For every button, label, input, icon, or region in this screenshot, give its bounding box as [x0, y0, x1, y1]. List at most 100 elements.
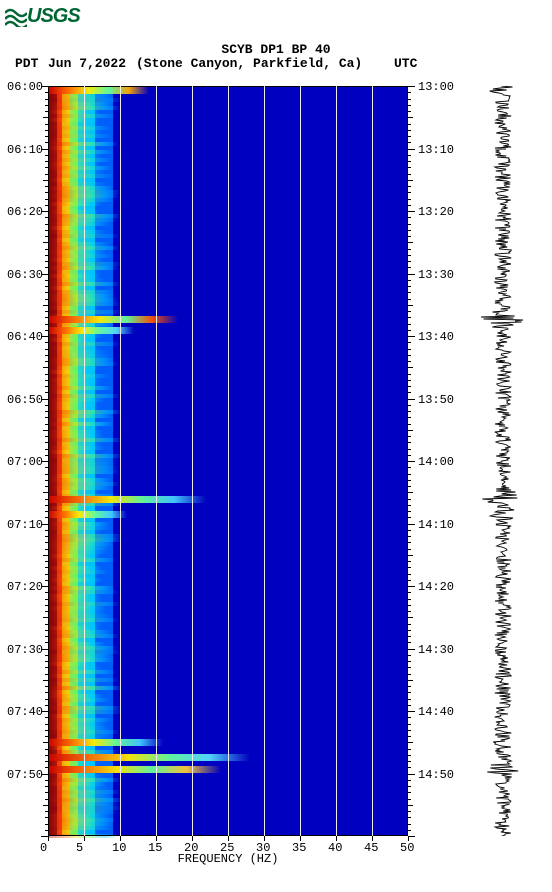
- y-tick-right: [408, 405, 411, 406]
- y-tick-right: [408, 336, 415, 337]
- spectro-event: [48, 327, 134, 334]
- y-tick-right: [408, 380, 411, 381]
- y-tick-left: [45, 361, 48, 362]
- y-tick-left: [45, 342, 48, 343]
- y-tick-right: [408, 442, 411, 443]
- y-tick-left: [45, 736, 48, 737]
- y-tick-left: [45, 217, 48, 218]
- seismogram-trace: [475, 86, 531, 836]
- y-tick-right: [408, 399, 415, 400]
- y-tick-left: [45, 705, 48, 706]
- y-left-tick-label: 06:00: [7, 80, 43, 94]
- y-tick-left: [45, 161, 48, 162]
- y-tick-right: [408, 224, 411, 225]
- y-tick-right: [408, 142, 411, 143]
- y-tick-right: [408, 430, 413, 431]
- x-tick-label: 35: [292, 841, 306, 855]
- y-tick-right: [408, 236, 411, 237]
- y-tick-left: [45, 280, 48, 281]
- y-tick-right: [408, 386, 411, 387]
- y-tick-left: [45, 780, 48, 781]
- y-tick-left: [45, 674, 48, 675]
- y-tick-left: [45, 799, 48, 800]
- x-tick-label: 20: [184, 841, 198, 855]
- y-tick-left: [45, 324, 48, 325]
- y-tick-right: [408, 149, 415, 150]
- y-tick-left: [45, 755, 48, 756]
- seismogram-strip: [475, 86, 531, 836]
- x-tick-label: 50: [400, 841, 414, 855]
- x-tick-mark: [84, 836, 85, 841]
- y-tick-right: [408, 267, 411, 268]
- y-tick-right: [408, 749, 411, 750]
- y-tick-left: [45, 561, 48, 562]
- y-tick-left: [45, 530, 48, 531]
- y-tick-left: [45, 105, 48, 106]
- y-tick-right: [408, 817, 411, 818]
- y-tick-right: [408, 567, 411, 568]
- y-tick-right: [408, 155, 411, 156]
- y-tick-right: [408, 99, 411, 100]
- y-tick-right: [408, 649, 415, 650]
- y-tick-right: [408, 605, 411, 606]
- y-tick-left: [45, 636, 48, 637]
- y-left-tick-label: 06:10: [7, 143, 43, 157]
- y-tick-left: [45, 142, 48, 143]
- y-tick-left: [45, 386, 48, 387]
- y-tick-left: [45, 380, 48, 381]
- y-tick-right: [408, 661, 411, 662]
- y-tick-right: [408, 274, 415, 275]
- y-tick-right: [408, 624, 411, 625]
- y-tick-left: [45, 130, 48, 131]
- y-tick-right: [408, 242, 413, 243]
- y-tick-left: [45, 574, 48, 575]
- y-tick-right: [408, 467, 411, 468]
- location-label: (Stone Canyon, Parkfield, Ca): [136, 56, 362, 71]
- y-tick-right: [408, 667, 411, 668]
- y-tick-right: [408, 392, 411, 393]
- y-tick-left: [45, 199, 48, 200]
- y-tick-left: [45, 517, 48, 518]
- y-tick-left: [45, 355, 48, 356]
- y-tick-left: [45, 317, 48, 318]
- y-tick-right: [408, 374, 411, 375]
- x-tick-label: 5: [76, 841, 83, 855]
- y-axis-left: [48, 86, 49, 836]
- y-tick-left: [45, 374, 48, 375]
- y-tick-right: [408, 411, 411, 412]
- y-left-tick-label: 06:50: [7, 393, 43, 407]
- y-tick-right: [408, 461, 415, 462]
- y-tick-left: [43, 680, 48, 681]
- y-tick-left: [45, 792, 48, 793]
- y-tick-right: [408, 799, 411, 800]
- y-tick-right: [408, 536, 411, 537]
- y-tick-left: [45, 186, 48, 187]
- y-tick-right: [408, 474, 411, 475]
- spectro-event: [48, 754, 250, 761]
- spectro-event: [48, 739, 163, 746]
- y-left-tick-label: 07:20: [7, 580, 43, 594]
- y-tick-right: [408, 530, 411, 531]
- y-left-tick-label: 07:00: [7, 455, 43, 469]
- y-tick-right: [408, 736, 411, 737]
- y-right-tick-label: 14:40: [418, 705, 454, 719]
- y-tick-right: [408, 574, 411, 575]
- y-tick-right: [408, 630, 411, 631]
- y-tick-right: [408, 642, 411, 643]
- y-tick-right: [408, 349, 411, 350]
- y-tick-right: [408, 699, 411, 700]
- date-label: Jun 7,2022: [48, 56, 126, 71]
- y-right-tick-label: 14:00: [418, 455, 454, 469]
- y-tick-left: [45, 286, 48, 287]
- y-tick-left: [45, 411, 48, 412]
- y-tick-right: [408, 549, 411, 550]
- x-gridline: [372, 86, 373, 836]
- y-left-tick-label: 06:20: [7, 205, 43, 219]
- y-right-tick-label: 14:10: [418, 518, 454, 532]
- y-tick-right: [408, 424, 411, 425]
- y-tick-right: [408, 317, 411, 318]
- y-tick-right: [408, 136, 411, 137]
- y-tick-left: [45, 111, 48, 112]
- y-tick-left: [45, 630, 48, 631]
- y-tick-right: [408, 105, 411, 106]
